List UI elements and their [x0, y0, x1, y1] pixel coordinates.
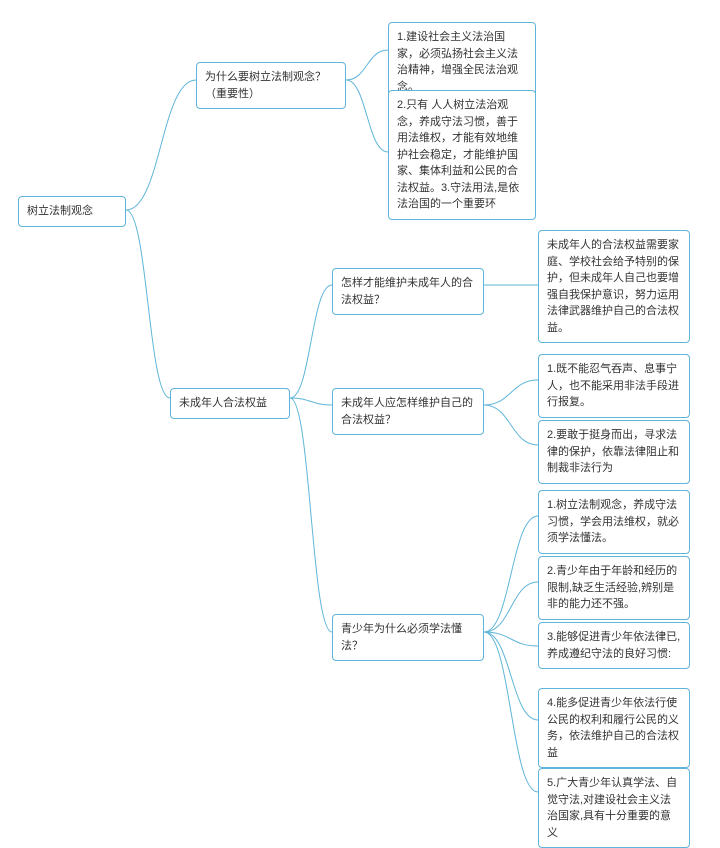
mindmap-node: 未成年人的合法权益需要家庭、学校社会给予特别的保护，但未成年人自己也要增强自我保… [538, 230, 690, 343]
mindmap-node: 为什么要树立法制观念？（重要性） [196, 62, 346, 109]
mindmap-node: 青少年为什么必须学法懂法？ [332, 614, 484, 661]
mindmap-edge [484, 632, 538, 792]
mindmap-node: 1.既不能忍气吞声、息事宁人，也不能采用非法手段进行报复。 [538, 354, 690, 418]
mindmap-node: 1.树立法制观念，养成守法习惯，学会用法维权，就必须学法懂法。 [538, 490, 690, 554]
mindmap-node-label: 3.能够促进青少年依法律已,养成遵纪守法的良好习惯: [547, 631, 680, 660]
mindmap-node-label: 4.能多促进青少年依法行使公民的权利和履行公民的义务，依法维护自己的合法权益 [547, 697, 679, 759]
mindmap-node-label: 为什么要树立法制观念？（重要性） [205, 71, 326, 100]
mindmap-edge [484, 632, 538, 720]
mindmap-node-label: 5.广大青少年认真学法、自觉守法,对建设社会主义法治国家,具有十分重要的意义 [547, 777, 677, 839]
mindmap-edge [484, 405, 538, 445]
mindmap-edge [290, 398, 332, 632]
mindmap-node-label: 2.青少年由于年龄和经历的限制,缺乏生活经验,辨别是非的能力还不强。 [547, 565, 677, 610]
mindmap-node-label: 2.要敢于挺身而出，寻求法律的保护，依靠法律阻止和制裁非法行为 [547, 429, 679, 474]
mindmap-edge [484, 516, 538, 632]
mindmap-node-label: 青少年为什么必须学法懂法？ [341, 623, 462, 652]
mindmap-node: 怎样才能维护未成年人的合法权益？ [332, 268, 484, 315]
mindmap-node-label: 1.树立法制观念，养成守法习惯，学会用法维权，就必须学法懂法。 [547, 499, 679, 544]
mindmap-node: 5.广大青少年认真学法、自觉守法,对建设社会主义法治国家,具有十分重要的意义 [538, 768, 690, 848]
mindmap-edge [290, 285, 332, 398]
mindmap-node: 2.只有 人人树立法治观念，养成守法习惯，善于用法维权，才能有效地维护社会稳定，… [388, 90, 536, 220]
mindmap-node: 2.青少年由于年龄和经历的限制,缺乏生活经验,辨别是非的能力还不强。 [538, 556, 690, 620]
mindmap-edge [126, 210, 170, 398]
mindmap-node: 未成年人合法权益 [170, 388, 290, 419]
mindmap-node-label: 2.只有 人人树立法治观念，养成守法习惯，善于用法维权，才能有效地维护社会稳定，… [397, 99, 519, 210]
mindmap-edge [346, 50, 388, 80]
mindmap-node-label: 1.建设社会主义法治国家，必须弘扬社会主义法治精神，增强全民法治观念。 [397, 31, 518, 93]
mindmap-node-label: 未成年人合法权益 [179, 397, 267, 409]
mindmap-node: 树立法制观念 [18, 196, 126, 227]
mindmap-edge [290, 398, 332, 405]
mindmap-node-label: 怎样才能维护未成年人的合法权益？ [341, 277, 473, 306]
mindmap-edge [484, 632, 538, 646]
mindmap-edge [346, 80, 388, 152]
mindmap-edge [484, 380, 538, 405]
mindmap-node: 2.要敢于挺身而出，寻求法律的保护，依靠法律阻止和制裁非法行为 [538, 420, 690, 484]
mindmap-node: 3.能够促进青少年依法律已,养成遵纪守法的良好习惯: [538, 622, 690, 669]
mindmap-edge [484, 582, 538, 632]
mindmap-node-label: 未成年人应怎样维护自己的合法权益？ [341, 397, 473, 426]
mindmap-edge [126, 80, 196, 210]
mindmap-node: 4.能多促进青少年依法行使公民的权利和履行公民的义务，依法维护自己的合法权益 [538, 688, 690, 768]
mindmap-node-label: 树立法制观念 [27, 205, 93, 217]
mindmap-node-label: 1.既不能忍气吞声、息事宁人，也不能采用非法手段进行报复。 [547, 363, 679, 408]
mindmap-node-label: 未成年人的合法权益需要家庭、学校社会给予特别的保护，但未成年人自己也要增强自我保… [547, 239, 679, 334]
mindmap-node: 未成年人应怎样维护自己的合法权益？ [332, 388, 484, 435]
